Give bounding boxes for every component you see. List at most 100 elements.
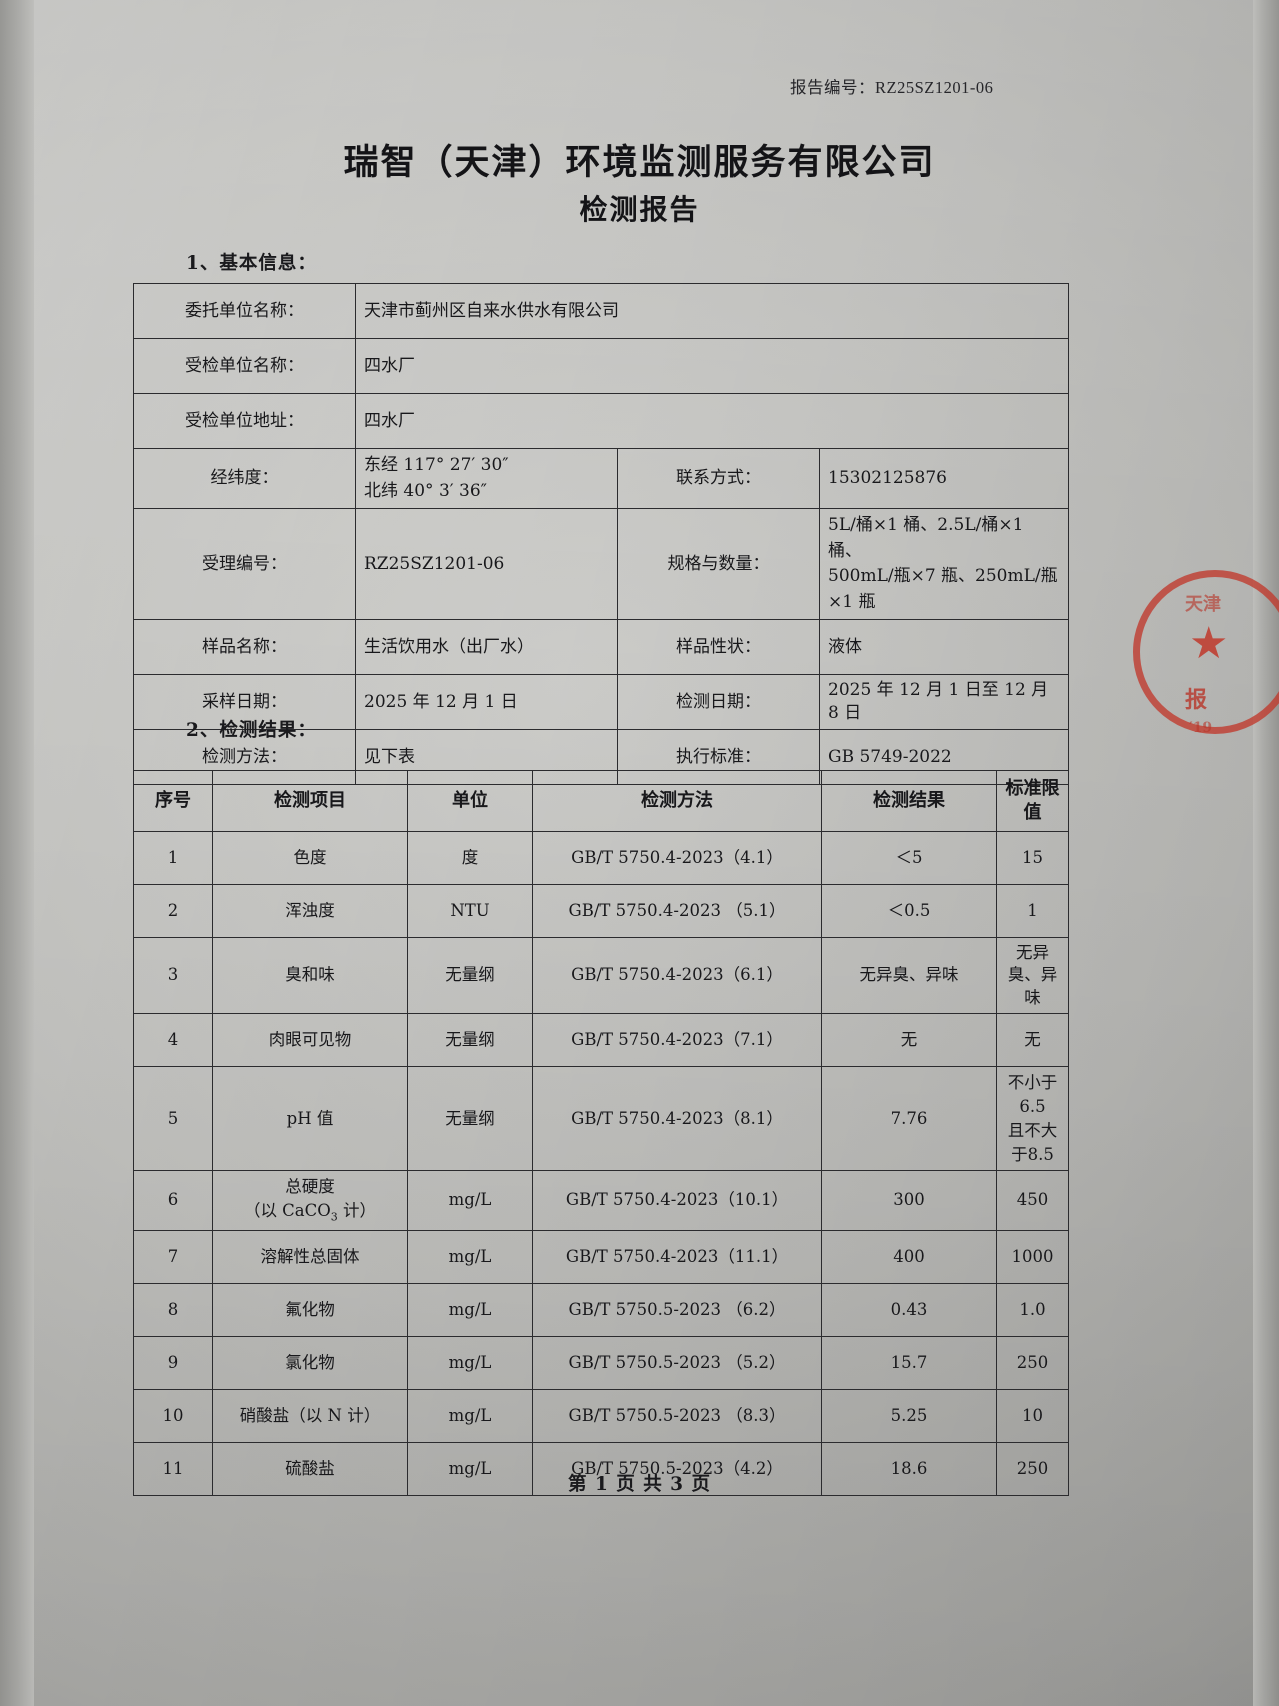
cell-item: 硫酸盐 <box>212 1441 408 1496</box>
cell-no: 1 <box>133 831 213 885</box>
cell-method: GB/T 5750.4-2023 （5.1） <box>532 884 822 938</box>
spec-quantity-value: 5L/桶×1 桶、2.5L/桶×1 桶、 500mL/瓶×7 瓶、250mL/瓶… <box>819 508 1069 620</box>
coordinates-value: 东经 117° 27′ 30″ 北纬 40° 3′ 36″ <box>355 448 618 509</box>
caco3-subscript: 3 <box>330 1210 338 1224</box>
cell-limit: 不小于6.5 且不大于8.5 <box>996 1065 1069 1172</box>
cell-unit: NTU <box>407 884 533 938</box>
inspected-name-value: 四水厂 <box>355 338 1069 394</box>
sample-name-label: 样品名称： <box>133 619 356 675</box>
coordinates-longitude: 东经 117° 27′ 30″ <box>364 455 509 475</box>
spec-quantity-label: 规格与数量： <box>617 508 820 620</box>
paper-edge-right <box>1253 0 1279 1706</box>
cell-item: 浑浊度 <box>212 884 408 938</box>
paper-edge-left <box>0 0 34 1706</box>
table-row: 8 氟化物 mg/L GB/T 5750.5-2023 （6.2） 0.43 1.0 <box>133 1282 1069 1337</box>
cell-method: GB/T 5750.4-2023（4.1） <box>532 831 822 885</box>
cell-unit: mg/L <box>407 1388 533 1443</box>
spec-quantity-line1: 5L/桶×1 桶、2.5L/桶×1 桶、 <box>828 515 1024 561</box>
cell-item: 臭和味 <box>212 937 408 1014</box>
table-row: 受检单位地址： 四水厂 <box>133 393 1069 449</box>
cell-unit: 度 <box>407 831 533 885</box>
cell-no: 5 <box>133 1065 213 1172</box>
test-date-label: 检测日期： <box>617 674 820 730</box>
col-header-item: 检测项目 <box>212 770 408 832</box>
seal-text: 报 <box>1185 687 1208 713</box>
client-name-value: 天津市蓟州区自来水供水有限公司 <box>355 283 1069 339</box>
cell-limit: 1 <box>996 884 1069 938</box>
contact-label: 联系方式： <box>617 448 820 509</box>
cell-method: GB/T 5750.4-2023（8.1） <box>532 1065 822 1172</box>
cell-result: 5.25 <box>821 1388 997 1443</box>
cell-no: 10 <box>133 1388 213 1443</box>
table-header-row: 序号 检测项目 单位 检测方法 检测结果 标准限值 <box>133 770 1069 832</box>
cell-method: GB/T 5750.4-2023（11.1） <box>532 1229 822 1284</box>
sample-name-value: 生活饮用水（出厂水） <box>355 619 618 675</box>
spec-quantity-line2: 500mL/瓶×7 瓶、250mL/瓶×1 瓶 <box>828 566 1058 612</box>
cell-unit: 无量纲 <box>407 1065 533 1172</box>
cell-result: 18.6 <box>821 1441 997 1496</box>
table-row: 样品名称： 生活饮用水（出厂水） 样品性状： 液体 <box>133 619 1069 675</box>
acceptance-no-value: RZ25SZ1201-06 <box>355 508 618 620</box>
cell-limit: 1.0 <box>996 1282 1069 1337</box>
test-date-value: 2025 年 12 月 1 日至 12 月 8 日 <box>819 674 1069 730</box>
table-row: 2 浑浊度 NTU GB/T 5750.4-2023 （5.1） ＜0.5 1 <box>133 884 1069 938</box>
cell-limit-line: 且不大于8.5 <box>1007 1120 1058 1164</box>
inspected-address-value: 四水厂 <box>355 393 1069 449</box>
table-row: 5 pH 值无量纲 GB/T 5750.4-2023（8.1） 7.76 不小于6.5 且… <box>133 1065 1069 1172</box>
seal-text-top: 天津 <box>1185 594 1221 615</box>
cell-item: 肉眼可见物 <box>212 1012 408 1067</box>
cell-result: ＜0.5 <box>821 884 997 938</box>
basic-info-table: 委托单位名称： 天津市蓟州区自来水供水有限公司 受检单位名称： 四水厂 受检单位… <box>133 283 1069 785</box>
cell-method: GB/T 5750.4-2023（10.1） <box>532 1170 822 1231</box>
company-seal: 天津 ★ 报 ′19 <box>1133 570 1279 780</box>
seal-text-bottom: ′19 <box>1189 720 1213 736</box>
cell-limit: 1000 <box>996 1229 1069 1284</box>
table-row: 受检单位名称： 四水厂 <box>133 338 1069 394</box>
cell-limit: 450 <box>996 1170 1069 1231</box>
inspected-address-label: 受检单位地址： <box>133 393 356 449</box>
results-table-body: 1 色度度 GB/T 5750.4-2023（4.1） ＜5 15 2 浑浊度 NTU GB/T… <box>133 831 1069 1496</box>
col-header-result: 检测结果 <box>821 770 997 832</box>
report-number: 报告编号：RZ25SZ1201-06 <box>790 78 994 97</box>
cell-no: 3 <box>133 937 213 1014</box>
section-basic-info-label: 1、基本信息： <box>186 253 317 274</box>
results-table: 序号 检测项目 单位 检测方法 检测结果 标准限值 1 色度度 GB/T 5750.… <box>133 770 1069 1496</box>
cell-method: GB/T 5750.5-2023 （8.3） <box>532 1388 822 1443</box>
cell-unit: mg/L <box>407 1335 533 1390</box>
inspected-name-label: 受检单位名称： <box>133 338 356 394</box>
cell-item: 硝酸盐（以 N 计） <box>212 1388 408 1443</box>
section-results-label: 2、检测结果： <box>186 720 317 741</box>
cell-result: 无 <box>821 1012 997 1067</box>
cell-unit: 无量纲 <box>407 1012 533 1067</box>
cell-item: 氟化物 <box>212 1282 408 1337</box>
cell-method: GB/T 5750.4-2023（6.1） <box>532 937 822 1014</box>
contact-value: 15302125876 <box>819 448 1069 509</box>
coordinates-label: 经纬度： <box>133 448 356 509</box>
sample-state-label: 样品性状： <box>617 619 820 675</box>
client-name-label: 委托单位名称： <box>133 283 356 339</box>
cell-method: GB/T 5750.4-2023（7.1） <box>532 1012 822 1067</box>
cell-limit: 无异臭、异味 <box>996 937 1069 1014</box>
cell-no: 7 <box>133 1229 213 1284</box>
cell-item: 氯化物 <box>212 1335 408 1390</box>
table-row: 7 溶解性总固体 mg/L GB/T 5750.4-2023（11.1） 400 1000 <box>133 1229 1069 1284</box>
cell-no: 6 <box>133 1170 213 1231</box>
table-row: 经纬度： 东经 117° 27′ 30″ 北纬 40° 3′ 36″ 联系方式：… <box>133 448 1069 509</box>
cell-unit: mg/L <box>407 1170 533 1231</box>
cell-limit: 15 <box>996 831 1069 885</box>
table-row: 3 臭和味 无量纲 GB/T 5750.4-2023（6.1） 无异臭、异味 无异臭、异味 <box>133 937 1069 1014</box>
cell-unit: mg/L <box>407 1229 533 1284</box>
acceptance-no-label: 受理编号： <box>133 508 356 620</box>
table-row: 受理编号： RZ25SZ1201-06 规格与数量： 5L/桶×1 桶、2.5L… <box>133 508 1069 620</box>
sampling-date-value: 2025 年 12 月 1 日 <box>355 674 618 730</box>
sample-state-value: 液体 <box>819 619 1069 675</box>
col-header-unit: 单位 <box>407 770 533 832</box>
cell-item: pH 值 <box>212 1065 408 1172</box>
cell-limit: 10 <box>996 1388 1069 1443</box>
page-footer: 第 1 页 共 3 页 <box>568 1474 711 1495</box>
cell-limit-line: 不小于6.5 <box>1007 1072 1058 1116</box>
table-row: 委托单位名称： 天津市蓟州区自来水供水有限公司 <box>133 283 1069 339</box>
cell-unit: 无量纲 <box>407 937 533 1014</box>
cell-result: 无异臭、异味 <box>821 937 997 1014</box>
company-title: 瑞智（天津）环境监测服务有限公司 <box>343 142 936 183</box>
